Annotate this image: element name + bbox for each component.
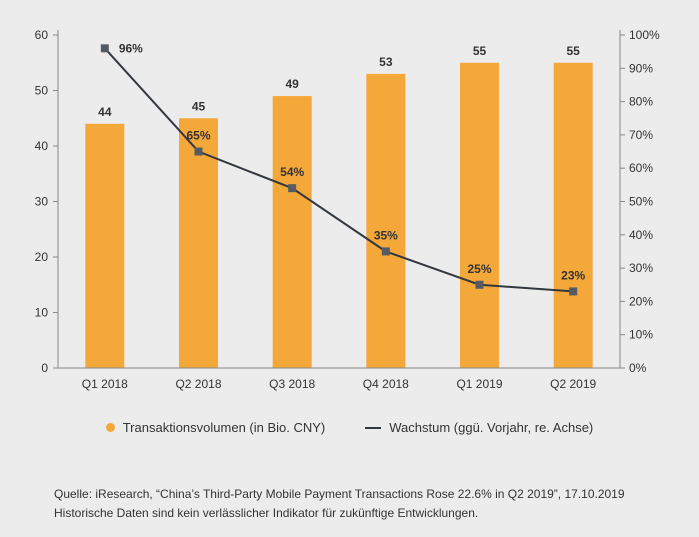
legend: Transaktionsvolumen (in Bio. CNY) Wachst…: [0, 420, 699, 435]
right-tick-label: 10%: [629, 328, 653, 342]
disclaimer-note: Historische Daten sind kein verlässliche…: [54, 506, 479, 520]
bar-value-label: 49: [285, 77, 299, 91]
x-axis: Q1 2018 Q2 2018 Q3 2018 Q4 2018 Q1 2019 Q2 20…: [53, 367, 625, 391]
x-tick-label: Q1 2019: [456, 377, 502, 391]
x-tick-label: Q1 2018: [82, 377, 128, 391]
bar-value-label: 53: [379, 55, 393, 69]
bar-value-label: 45: [192, 99, 206, 113]
footer: Quelle: iResearch, “China’s Third-Party …: [54, 485, 684, 523]
right-tick-label: 20%: [629, 294, 653, 308]
source-note: Quelle: iResearch, “China’s Third-Party …: [54, 487, 625, 501]
line-series: 96% 65% 54% 35% 25% 23%: [100, 41, 585, 296]
right-tick-label: 90%: [629, 61, 653, 75]
bar: [179, 118, 218, 368]
line-point: [100, 44, 109, 53]
left-tick-label: 40: [35, 139, 49, 153]
legend-swatch-volume: [105, 423, 115, 432]
x-tick-label: Q4 2018: [363, 377, 409, 391]
line-value-label: 23%: [561, 268, 585, 282]
bar: [272, 96, 312, 369]
right-axis: 0% 10% 20% 30% 40% 50% 60% 70% 80% 90% 100%: [619, 28, 660, 375]
line-value-label: 25%: [467, 262, 491, 276]
right-tick-label: 50%: [629, 195, 653, 209]
line-value-label: 96%: [119, 41, 143, 55]
right-tick-label: 60%: [629, 161, 653, 175]
x-tick-label: Q3 2018: [269, 377, 315, 391]
right-tick-label: 100%: [629, 28, 660, 42]
legend-item-volume: Transaktionsvolumen (in Bio. CNY): [105, 420, 326, 435]
x-tick-label: Q2 2018: [175, 377, 221, 391]
left-tick-label: 30: [35, 195, 49, 209]
line-value-label: 35%: [374, 228, 398, 242]
bar: [85, 123, 125, 368]
legend-label-volume: Transaktionsvolumen (in Bio. CNY): [122, 420, 326, 435]
bar: [460, 62, 499, 368]
bar-value-label: 55: [473, 44, 487, 58]
left-tick-label: 0: [41, 361, 48, 375]
bar: [366, 73, 406, 368]
line-point: [569, 287, 578, 296]
left-tick-label: 20: [35, 250, 49, 264]
right-tick-label: 0%: [629, 361, 647, 375]
bar-value-label: 44: [98, 105, 112, 119]
line-value-label: 65%: [186, 129, 210, 143]
line-point: [475, 280, 484, 289]
left-tick-label: 60: [35, 28, 49, 42]
left-tick-label: 10: [35, 306, 49, 320]
legend-swatch-growth: [365, 426, 382, 429]
right-tick-label: 80%: [629, 95, 653, 109]
growth-line: [104, 47, 574, 293]
legend-item-growth: Wachstum (ggü. Vorjahr, re. Achse): [365, 420, 593, 435]
line-point: [194, 147, 203, 156]
bar-value-label: 55: [566, 44, 580, 58]
line-point: [288, 184, 297, 193]
bar-series: 44 45 49 53 55 55: [85, 44, 593, 369]
right-tick-label: 70%: [629, 128, 653, 142]
legend-label-growth: Wachstum (ggü. Vorjahr, re. Achse): [389, 420, 594, 435]
x-tick-label: Q2 2019: [550, 377, 596, 391]
left-axis: 0 10 20 30 40 50 60: [35, 28, 59, 375]
line-value-label: 54%: [280, 165, 304, 179]
combo-chart: 0 10 20 30 40 50 60 0% 10% 20% 30% 40% 50% 60% 70% 80%…: [35, 28, 660, 391]
left-tick-label: 50: [35, 84, 49, 98]
right-tick-label: 40%: [629, 228, 653, 242]
bar: [553, 62, 593, 368]
right-tick-label: 30%: [629, 261, 653, 275]
line-point: [381, 247, 390, 256]
